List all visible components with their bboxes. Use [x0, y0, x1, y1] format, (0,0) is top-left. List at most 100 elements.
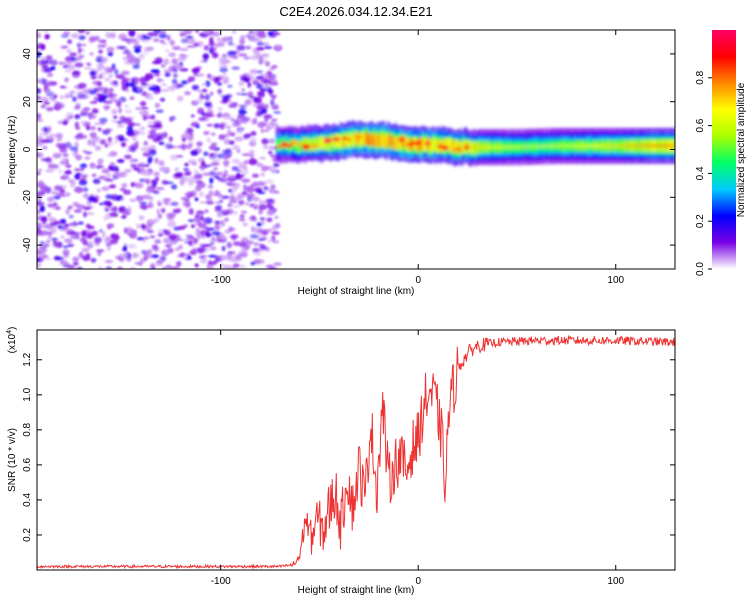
noise-blob	[113, 115, 118, 120]
noise-blob	[104, 143, 109, 148]
noise-blob	[40, 56, 47, 61]
band-cell	[487, 140, 490, 154]
noise-blob	[237, 113, 246, 118]
noise-blob	[47, 212, 51, 218]
noise-blob	[76, 42, 81, 49]
noise-blob	[145, 205, 154, 209]
noise-blob	[256, 162, 263, 167]
noise-blob	[97, 96, 106, 103]
noise-blob	[59, 260, 68, 266]
noise-blob	[45, 169, 51, 173]
noise-blob	[179, 178, 185, 186]
noise-blob	[94, 240, 100, 246]
noise-blob	[211, 51, 218, 59]
heatmap-signal-band	[276, 120, 675, 167]
noise-blob	[256, 109, 264, 115]
noise-blob	[47, 163, 57, 169]
noise-blob	[156, 77, 162, 83]
band-cell	[373, 135, 376, 148]
noise-blob	[232, 185, 238, 192]
noise-blob	[165, 229, 171, 236]
noise-blob	[109, 162, 116, 166]
noise-blob	[222, 71, 227, 78]
band-core	[584, 144, 587, 148]
noise-blob	[174, 62, 180, 67]
noise-blob	[143, 49, 150, 55]
noise-blob	[241, 153, 252, 156]
noise-blob	[64, 92, 73, 98]
noise-blob	[214, 258, 223, 262]
noise-blob	[70, 57, 76, 60]
noise-blob	[126, 227, 133, 233]
noise-blob	[91, 127, 96, 131]
noise-blob	[124, 168, 132, 173]
noise-blob	[208, 145, 217, 151]
noise-blob	[181, 143, 187, 151]
noise-blob	[158, 141, 165, 145]
noise-blob	[56, 138, 63, 142]
noise-blob	[101, 57, 109, 62]
noise-blob	[73, 85, 78, 89]
noise-blob	[40, 157, 47, 162]
noise-blob	[272, 224, 281, 229]
noise-blob	[169, 154, 179, 161]
noise-blob	[269, 82, 279, 86]
noise-blob	[267, 150, 273, 154]
noise-blob	[55, 102, 65, 109]
noise-blob	[60, 175, 70, 180]
noise-blob	[59, 147, 68, 153]
noise-blob	[89, 35, 98, 42]
noise-blob	[145, 94, 150, 100]
noise-blob	[80, 174, 88, 179]
noise-blob	[37, 35, 42, 38]
noise-blob	[140, 112, 150, 118]
band-cell	[328, 138, 331, 151]
noise-blob	[251, 197, 261, 202]
noise-blob	[150, 130, 157, 136]
noise-blob	[127, 243, 137, 249]
band-core	[556, 144, 559, 148]
noise-blob	[37, 172, 41, 175]
noise-blob	[258, 199, 267, 206]
noise-blob	[191, 224, 195, 229]
noise-blob	[59, 218, 67, 225]
noise-blob	[269, 94, 277, 98]
noise-blob	[167, 213, 177, 218]
noise-blob	[168, 52, 176, 58]
figure-title: C2E4.2026.034.12.34.E21	[279, 4, 432, 19]
noise-blob	[178, 61, 184, 66]
band-hotspot	[301, 144, 311, 150]
noise-blob	[205, 201, 215, 205]
noise-blob	[238, 264, 247, 269]
noise-blob	[114, 235, 120, 241]
noise-blob	[43, 126, 48, 133]
noise-blob	[136, 223, 141, 229]
spectrogram-panel: -100 0 100 -40 -20 0 20 40 Height of straight …	[7, 29, 676, 297]
noise-blob	[46, 196, 55, 203]
band-cell	[629, 139, 632, 153]
noise-blob	[199, 96, 206, 100]
band-core	[524, 145, 528, 149]
noise-blob	[159, 166, 168, 172]
noise-blob	[194, 263, 199, 268]
noise-blob	[194, 220, 199, 227]
noise-blob	[96, 86, 106, 92]
band-cell	[321, 135, 324, 149]
band-cell	[387, 136, 390, 149]
noise-blob	[67, 205, 73, 210]
noise-blob	[40, 139, 50, 143]
noise-blob	[91, 230, 98, 236]
top-y-tick-label: -40	[22, 237, 33, 252]
noise-blob	[204, 102, 212, 107]
noise-blob	[140, 131, 146, 136]
noise-blob	[250, 261, 256, 266]
noise-blob	[176, 155, 184, 158]
colorbar-tick-label: 0.8	[695, 70, 706, 84]
noise-blob	[142, 207, 147, 210]
noise-blob	[37, 113, 42, 120]
band-core	[635, 144, 638, 148]
noise-blob	[184, 192, 192, 196]
noise-blob	[183, 224, 189, 228]
noise-blob	[225, 182, 232, 186]
noise-blob	[168, 136, 173, 143]
